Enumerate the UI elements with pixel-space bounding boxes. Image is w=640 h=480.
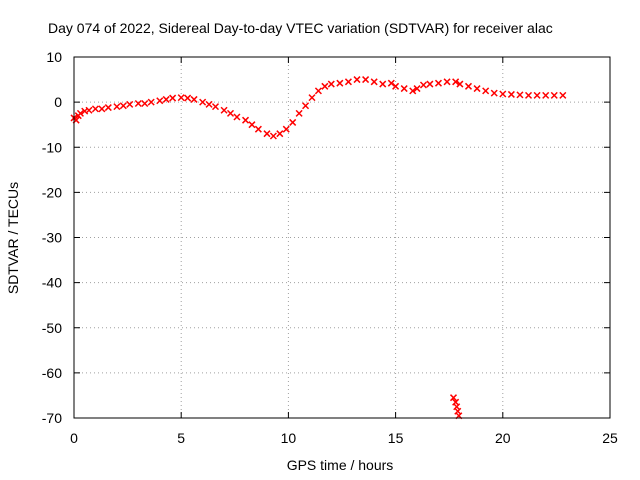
data-point [550,91,558,99]
data-point [321,82,329,90]
y-tick-label: -30 [42,230,62,246]
data-point [308,94,316,102]
data-point [226,109,235,117]
data-point [370,78,378,86]
data-point [248,121,256,129]
axis-ticks: 0 5 10 15 20 25 10 0 -10 -20 -30 -40 -50 -60 -70 [42,49,618,446]
y-tick-label: 10 [46,49,62,65]
data-point [295,109,303,117]
data-point [336,79,344,87]
data-point [473,85,481,93]
data-point [162,95,170,103]
data-point [289,118,297,126]
data-point [211,103,220,111]
data-point [184,94,192,102]
data-point [190,95,198,103]
data-point [542,91,550,99]
data-point [524,91,533,99]
data-point [91,105,99,113]
x-tick-label: 25 [602,430,618,446]
data-point [482,87,490,95]
data-point [490,89,498,97]
data-point [456,80,464,88]
data-point [177,94,185,102]
y-tick-label: -40 [42,275,62,291]
data-point [220,106,228,114]
data-point [113,103,121,111]
data-point [169,94,177,102]
data-point [156,97,164,105]
data-point [276,130,284,138]
grid-lines [74,57,610,418]
data-point [254,125,262,133]
y-tick-label: -70 [42,410,62,426]
data-point [387,79,395,87]
data-point [400,85,408,93]
y-axis-label: SDTVAR / TECUs [5,182,21,294]
data-point [413,85,421,93]
data-point [233,113,241,121]
data-point [126,100,134,108]
y-tick-label: 0 [54,94,62,110]
x-tick-label: 5 [177,430,185,446]
data-point [282,125,290,133]
data-point [499,90,507,98]
data-point [302,102,310,110]
data-point [314,87,322,95]
data-point [559,91,567,99]
y-tick-label: -60 [42,365,62,381]
data-point [241,116,250,124]
data-point [205,100,213,108]
y-tick-label: -10 [42,139,62,155]
data-point [419,81,428,89]
data-point [85,106,93,114]
data-point [199,98,207,106]
x-tick-label: 10 [281,430,297,446]
data-point [353,76,361,84]
data-point [449,394,458,402]
data-point [98,105,106,113]
data-point [464,82,473,90]
data-point [141,99,149,108]
data-point [147,98,155,106]
data-point [434,79,443,87]
x-tick-label: 20 [495,430,511,446]
data-point [134,99,142,108]
data-point [269,132,277,140]
data-point [344,78,352,86]
x-axis-label: GPS time / hours [287,457,394,473]
data-point [104,104,112,112]
chart-title: Day 074 of 2022, Sidereal Day-to-day VTE… [48,20,553,36]
data-point [379,80,387,88]
data-point [392,82,400,90]
data-point [443,78,451,86]
data-point [507,90,515,98]
data-point [263,130,271,138]
data-point [327,80,335,88]
data-point [409,87,417,95]
data-point [362,76,370,84]
data-point [76,109,84,117]
y-tick-label: -20 [42,184,62,200]
data-point [426,80,434,88]
x-tick-label: 15 [388,430,404,446]
data-point [516,91,524,99]
data-point [533,91,541,99]
x-tick-label: 0 [70,430,78,446]
data-point [119,102,127,110]
data-series-sdtvar [70,76,567,420]
data-point [452,78,460,86]
y-tick-label: -50 [42,320,62,336]
